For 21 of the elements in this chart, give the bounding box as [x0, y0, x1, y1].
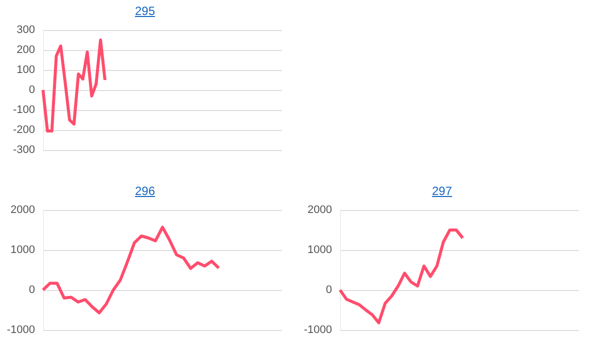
y-tick-label: 300 [16, 24, 35, 36]
y-tick-label: 200 [16, 44, 35, 56]
y-tick-label: 100 [16, 64, 35, 76]
chart-title: 295 [134, 4, 156, 18]
y-tick-label: -200 [12, 124, 35, 136]
y-tick-label: 1000 [10, 244, 35, 256]
chart-title: 297 [432, 184, 452, 198]
y-tick-label: -1000 [6, 324, 35, 336]
line-series [338, 228, 464, 324]
y-tick-label: 0 [326, 284, 332, 296]
y-tick-label: -300 [12, 144, 35, 156]
y-tick-label: -100 [12, 104, 35, 116]
y-tick-label: 0 [28, 284, 35, 296]
line-series [42, 226, 220, 314]
y-tick-label: 0 [28, 84, 35, 96]
y-tick-label: -1000 [304, 324, 332, 336]
y-tick-label: 2000 [10, 204, 35, 216]
y-tick-label: 2000 [308, 204, 332, 216]
chart-title: 296 [134, 184, 156, 198]
line-series [42, 38, 106, 132]
y-tick-label: 1000 [308, 244, 332, 256]
